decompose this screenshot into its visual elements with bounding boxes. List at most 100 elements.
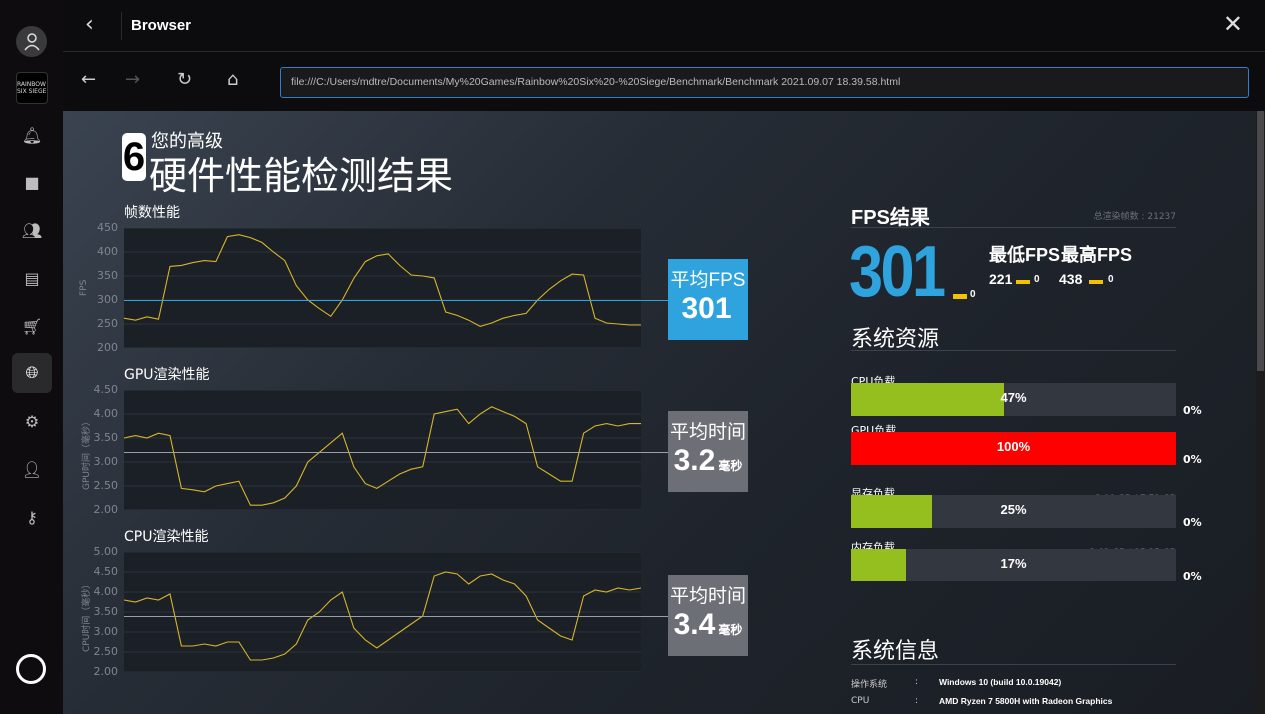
min-fps-marker [1016,280,1030,284]
divider [121,12,122,40]
resource-secondary: 0% [1183,570,1202,583]
resource-bar: 25% [851,495,1176,528]
sysinfo-key: CPU [851,696,870,706]
y-tick-label: 3.50 [93,605,119,618]
max-fps-marker [1089,280,1103,284]
average-number: 301 [681,291,732,325]
series-line [124,571,641,661]
average-label: 平均时间 [669,422,746,444]
close-icon[interactable]: ✕ [1222,10,1243,38]
resource-bar: 100% [851,432,1176,465]
y-tick-label: 5.00 [93,545,119,558]
average-line [124,452,668,454]
resource-percent: 47% [1000,390,1027,405]
resource-percent: 100% [996,439,1031,454]
title-bar: ‹ Browser ✕ [63,0,1265,52]
store-button[interactable]: 🛒︎ [12,306,52,346]
gear-icon: ⚙ [24,411,40,431]
y-tick-label: 4.00 [93,585,119,598]
chart-title: CPU渲染性能 [124,529,209,545]
settings-button[interactable]: ⚙ [12,401,52,441]
y-tick-label: 350 [97,269,118,282]
resource-bar: 47% [851,383,1176,416]
r6-logo: 6 [122,133,146,181]
browser-button[interactable]: 🌐︎ [12,353,52,393]
url-input[interactable]: file:///C:/Users/mdtre/Documents/My%20Ga… [280,67,1249,98]
key-icon: ⚷ [26,507,38,527]
news-button[interactable]: ▤ [12,258,52,298]
scrollbar-thumb[interactable] [1257,111,1264,371]
series-line [124,406,641,506]
average-box: 平均FPS 301 [668,258,748,340]
resource-bar-fill [851,495,933,528]
resource-percent: 25% [1000,502,1027,517]
home-icon[interactable]: ⌂ [227,69,239,90]
max-fps-sub: 0 [1108,274,1114,285]
resource-secondary: 0% [1183,516,1202,529]
y-tick-label: 2.00 [93,665,119,678]
reload-icon[interactable]: ↻ [177,69,193,90]
chart-plot [124,228,641,348]
y-tick-label: 400 [97,245,118,258]
sysinfo-sep: : [915,677,919,687]
chat-button[interactable]: ■ [12,162,52,202]
y-tick-label: 3.00 [93,625,119,638]
divider [851,664,1176,665]
resource-bar-fill [851,432,1176,465]
scrollbar[interactable] [1256,111,1265,714]
min-fps-sub: 0 [1034,274,1040,285]
benchmark-page: 6 您的高级 硬件性能检测结果 帧数性能 FPS 450 400 350 300 250 20… [63,111,1256,714]
resource-secondary: 0% [1183,404,1202,417]
key-button[interactable]: ⚷ [12,497,52,537]
chart-plot [124,390,641,510]
page-subtitle: 您的高级 [151,131,223,152]
y-tick-label: 4.50 [93,383,119,396]
average-label: 平均时间 [669,586,746,607]
back-icon[interactable]: ‹ [85,12,94,37]
fps-heading: FPS结果 [851,207,930,229]
friends-button[interactable]: 👥︎ [12,210,52,250]
y-tick-label: 2.00 [93,503,119,516]
browser-toolbar: ← → ↻ ⌂ file:///C:/Users/mdtre/Documents… [63,53,1265,111]
notifications-button[interactable]: 🔔︎ [12,115,52,155]
resource-percent: 17% [1000,556,1027,571]
profile-avatar[interactable] [16,26,47,57]
chart-plot [124,552,641,672]
globe-icon: 🌐︎ [25,363,39,382]
y-tick-label: 300 [97,293,118,306]
max-fps-value: 438 [1059,271,1083,287]
window-title: Browser [131,17,192,34]
average-number: 3.2 [673,444,716,478]
min-fps-value: 221 [989,271,1013,287]
game-logo[interactable]: RAINBOW SIX SIEGE [16,72,48,104]
y-tick-label: 2.50 [93,645,119,658]
series-line [124,234,641,327]
y-tick-label: 450 [97,221,118,234]
nav-forward-icon[interactable]: → [125,69,141,90]
y-tick-label: 4.00 [93,407,119,420]
friends-icon: 👥︎ [21,220,43,240]
nav-back-icon[interactable]: ← [81,69,97,90]
y-tick-label: 3.50 [93,431,119,444]
resource-bar-fill [851,383,1004,416]
sysinfo-key: 操作系统 [851,680,888,690]
y-tick-label: 4.50 [93,565,119,578]
avg-fps-marker [953,294,967,299]
average-value: 301 [668,292,748,331]
min-fps-label: 最低FPS [989,245,1061,265]
user-icon [23,32,40,50]
account-settings-button[interactable]: 👤︎ [12,449,52,489]
avg-fps-value: 301 [849,232,946,312]
sysinfo-heading: 系统信息 [851,639,940,664]
average-unit: 毫秒 [718,623,743,637]
average-label: 平均FPS [670,269,746,291]
chart-title: 帧数性能 [124,205,180,221]
y-tick-label: 200 [97,341,118,354]
resource-bar-fill [851,549,907,581]
average-value: 3.2 毫秒 [668,444,748,483]
news-icon: ▤ [24,268,40,288]
avg-fps-sub: 0 [970,289,976,300]
resource-bar: 17% [851,549,1176,581]
max-fps-label: 最高FPS [1061,245,1133,265]
total-frames: 总渲染帧数 : 21237 [1093,212,1176,222]
